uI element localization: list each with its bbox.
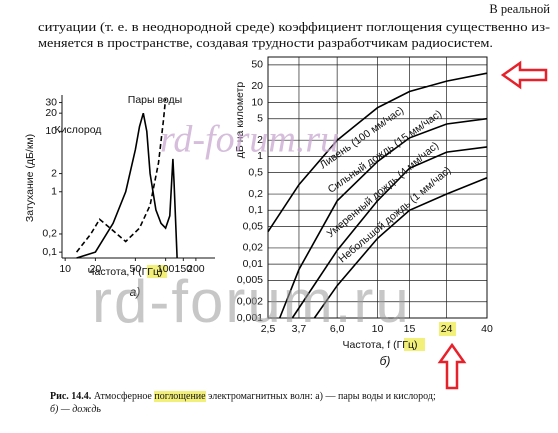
caption-label: Рис. 14.4.: [50, 391, 92, 402]
y-tick-label: 20: [45, 107, 57, 119]
y-tick-label: 10: [45, 125, 57, 137]
y-tick-label: 2: [257, 134, 263, 146]
x-tick-label: 50: [130, 263, 142, 275]
x-tick-label: 24: [441, 323, 453, 335]
x-tick-label: 150: [175, 263, 193, 275]
y-axis-label: Затухание (дБ/км): [24, 134, 36, 222]
arrow: [500, 60, 548, 90]
watermark: rd-forum.ru: [92, 268, 411, 335]
y-tick-label: 2: [51, 167, 57, 179]
y-tick-label: 50: [251, 59, 263, 71]
panel-label: а): [130, 285, 141, 299]
y-tick-label: 1: [257, 150, 263, 162]
highlight: [404, 338, 425, 351]
series-line: [75, 98, 167, 253]
y-tick-label: 0,5: [248, 166, 263, 178]
series-label: Пары воды: [128, 94, 182, 106]
series-line: [278, 117, 488, 319]
x-tick-label: 3,7: [292, 323, 307, 335]
x-tick-label: 20: [90, 263, 102, 275]
x-axis-label: Частота, f (ГГц): [343, 339, 418, 351]
x-tick-label: 6,0: [330, 323, 345, 335]
x-tick-label: 10: [372, 323, 384, 335]
body-text: ситуации (т. е. в неоднородной среде) ко…: [38, 20, 550, 34]
y-tick-label: 0,2: [248, 188, 263, 200]
x-tick-label: 40: [481, 323, 493, 335]
highlight: [147, 265, 167, 278]
caption-text: б) — дождь: [50, 404, 101, 415]
caption-text: электромагнитных волн: а) — пары воды и …: [208, 391, 436, 402]
y-tick-label: 0,1: [42, 246, 57, 258]
y-tick-label: 30: [45, 96, 57, 108]
highlight: [439, 322, 456, 336]
panel-label: б): [380, 354, 391, 368]
y-tick-label: 0,005: [237, 274, 263, 286]
series-line: [291, 146, 488, 319]
caption-text: Атмосферное: [93, 391, 152, 402]
x-tick-label: 2,5: [261, 323, 276, 335]
y-tick-label: 0,001: [237, 312, 263, 324]
y-tick-label: 5: [257, 113, 263, 125]
watermark: rd-forum.ru: [160, 119, 339, 161]
caption: Рис. 14.4. Атмосферное поглощение электр…: [50, 390, 530, 416]
y-tick-label: 0,1: [248, 204, 263, 216]
x-tick-label: 10: [59, 263, 71, 275]
series-label: Кислород: [55, 124, 102, 136]
series-line: [267, 72, 488, 233]
y-tick-label: 0,02: [243, 242, 264, 254]
body-text: меняется в пространстве, создавая трудно…: [38, 36, 493, 50]
y-tick-label: 0,05: [243, 220, 264, 232]
y-tick-label: 0,2: [42, 228, 57, 240]
body-text: В реальной: [489, 2, 550, 16]
y-tick-label: 0,002: [237, 296, 263, 308]
arrow: [437, 342, 467, 390]
caption-highlight: поглощение: [154, 391, 206, 402]
y-tick-label: 10: [251, 96, 263, 108]
plot-frame: [267, 56, 488, 319]
series-line: [313, 177, 488, 319]
y-tick-label: 20: [251, 80, 263, 92]
x-tick-label: 200: [187, 263, 205, 275]
y-axis-label: дБ на километр: [234, 82, 246, 159]
y-tick-label: 1: [51, 186, 57, 198]
x-tick-label: 15: [404, 323, 416, 335]
x-tick-label: 100: [157, 263, 175, 275]
x-axis-label: Частота, f (ГГц): [88, 266, 163, 278]
y-tick-label: 0,01: [243, 258, 264, 270]
